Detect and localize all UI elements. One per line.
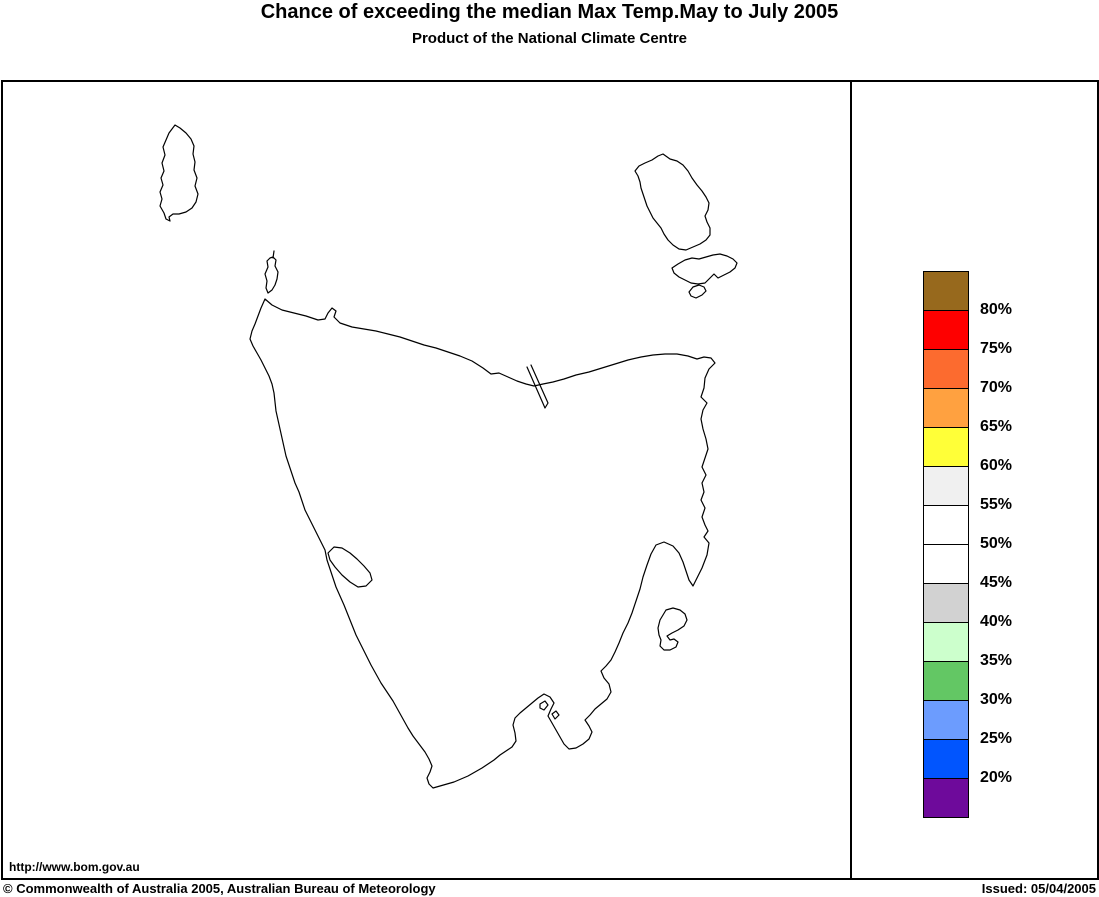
legend-label-65: 65% — [980, 418, 1013, 435]
legend-swatch-13 — [923, 778, 969, 818]
tamar-river-line — [526, 364, 549, 409]
legend-label-35: 35% — [980, 652, 1013, 669]
legend-swatch-10 — [923, 661, 969, 701]
legend-panel: 80% 75% 70% 65% 60% 55% 50% 45% 40% 35% 30% 25% 20% — [852, 82, 1097, 878]
robbins-island-spit — [272, 250, 275, 259]
map-frame: http://www.bom.gov.au 80% 75% 70% 65% 60% 55%… — [1, 80, 1099, 880]
legend-label-60: 60% — [980, 457, 1013, 474]
copyright-text: © Commonwealth of Australia 2005, Austra… — [3, 881, 436, 896]
legend-labels: 80% 75% 70% 65% 60% 55% 50% 45% 40% 35% 30% 25% 20% — [852, 82, 1097, 878]
bom-url-text: http://www.bom.gov.au — [9, 860, 140, 874]
page-subtitle: Product of the National Climate Centre — [411, 30, 688, 47]
macquarie-harbour-outline — [327, 546, 373, 588]
legend-swatch-4 — [923, 427, 969, 467]
legend-swatch-9 — [923, 622, 969, 662]
legend-label-70: 70% — [980, 379, 1013, 396]
robbins-island-outline — [264, 256, 279, 294]
legend-swatch-6 — [923, 505, 969, 545]
footer: © Commonwealth of Australia 2005, Austra… — [2, 881, 1097, 897]
legend-swatch-7 — [923, 544, 969, 584]
legend-swatch-1 — [923, 310, 969, 350]
legend-swatch-8 — [923, 583, 969, 623]
cape-barren-island-outline — [671, 253, 738, 285]
tasmania-coastline-map — [159, 124, 738, 789]
southeast-islet-2 — [551, 710, 560, 720]
legend-swatch-11 — [923, 700, 969, 740]
maria-island-outline — [657, 607, 688, 651]
legend-label-30: 30% — [980, 691, 1013, 708]
legend-label-50: 50% — [980, 535, 1013, 552]
king-island-outline — [159, 124, 199, 222]
legend-label-80: 80% — [980, 301, 1013, 318]
legend-label-75: 75% — [980, 340, 1013, 357]
issued-date-text: Issued: 05/04/2005 — [981, 881, 1096, 896]
legend-swatch-stack — [923, 271, 969, 818]
flinders-island-outline — [634, 153, 711, 251]
tasmania-mainland-outline — [249, 298, 716, 789]
clarke-island-outline — [688, 284, 707, 299]
legend-label-40: 40% — [980, 613, 1013, 630]
legend-label-25: 25% — [980, 730, 1013, 747]
page-title: Chance of exceeding the median Max Temp.… — [260, 1, 839, 23]
legend-label-20: 20% — [980, 769, 1013, 786]
panel-divider — [850, 82, 852, 878]
legend-swatch-5 — [923, 466, 969, 506]
legend-label-45: 45% — [980, 574, 1013, 591]
legend-label-55: 55% — [980, 496, 1013, 513]
legend-swatch-12 — [923, 739, 969, 779]
southeast-islet-1 — [539, 700, 549, 711]
